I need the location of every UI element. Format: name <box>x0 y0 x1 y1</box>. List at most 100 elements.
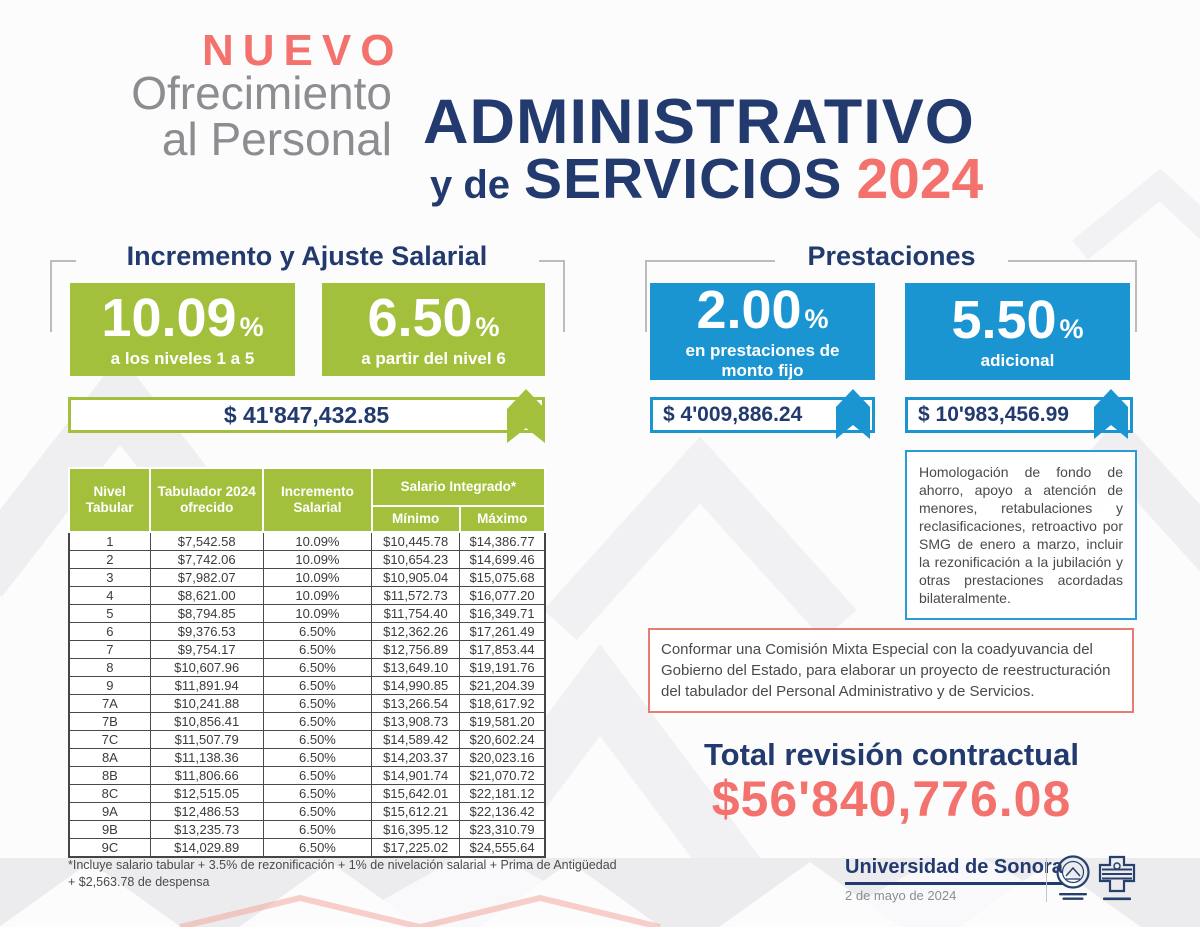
table-cell: 9A <box>68 802 151 821</box>
table-cell: 6.50% <box>262 748 373 767</box>
col-header-maximo: Máximo <box>458 505 547 533</box>
table-row: 1 $7,542.58 10.09% $10,445.78 $14,386.77 <box>68 531 546 551</box>
table-cell: $14,901.74 <box>371 766 461 785</box>
percent-sign: % <box>239 311 264 342</box>
table-cell: 6.50% <box>262 838 373 858</box>
title-connector: y de <box>430 163 511 207</box>
salary-stat-box-1: 10.09 % a los niveles 1 a 5 <box>70 283 295 376</box>
table-row: 7 $9,754.17 6.50% $12,756.89 $17,853.44 <box>68 640 546 659</box>
header-subtitle-line1: Ofrecimiento <box>131 67 392 119</box>
col-header-integrado: Salario Integrado* <box>370 467 547 507</box>
bracket-decoration <box>539 260 565 332</box>
salary-value-1: 10.09 <box>101 287 237 348</box>
table-cell: $13,908.73 <box>371 712 461 731</box>
table-cell: 6.50% <box>262 766 373 785</box>
title-servicios: SERVICIOS <box>524 147 843 211</box>
prestaciones-caption-2: adicional <box>980 350 1055 370</box>
table-cell: $16,077.20 <box>459 586 546 605</box>
unison-shield-logo <box>1098 855 1136 901</box>
table-cell: $19,581.20 <box>459 712 546 731</box>
table-row: 7A $10,241.88 6.50% $13,266.54 $18,617.92 <box>68 694 546 713</box>
table-cell: 7B <box>68 712 151 731</box>
footer: Universidad de Sonora 2 de mayo de 2024 <box>845 856 1063 903</box>
footer-divider <box>1046 858 1047 902</box>
table-cell: $7,542.58 <box>149 531 264 551</box>
table-cell: $15,612.21 <box>371 802 461 821</box>
up-arrow-icon <box>507 389 545 443</box>
table-cell: 8B <box>68 766 151 785</box>
table-cell: $15,075.68 <box>459 568 546 587</box>
total-label: Total revisión contractual <box>704 737 1079 772</box>
table-cell: 6.50% <box>262 712 373 731</box>
salary-amount: $ 41'847,432.85 <box>223 401 390 428</box>
table-cell: $14,699.46 <box>459 550 546 569</box>
table-cell: 8 <box>68 658 151 677</box>
table-row: 8 $10,607.96 6.50% $13,649.10 $19,191.76 <box>68 658 546 677</box>
table-cell: $19,191.76 <box>459 658 546 677</box>
unison-seal-logo <box>1056 855 1090 900</box>
table-cell: $15,642.01 <box>371 784 461 803</box>
table-cell: $17,225.02 <box>371 838 461 858</box>
col-header-nivel: Nivel Tabular <box>67 467 152 533</box>
table-cell: $14,203.37 <box>371 748 461 767</box>
table-cell: $12,756.89 <box>371 640 461 659</box>
table-row: 6 $9,376.53 6.50% $12,362.26 $17,261.49 <box>68 622 546 641</box>
table-cell: 6.50% <box>262 784 373 803</box>
prestaciones-stat-box-1: 2.00 % en prestaciones de monto fijo <box>650 283 875 380</box>
up-arrow-icon <box>1094 389 1128 439</box>
table-cell: 7A <box>68 694 151 713</box>
prestaciones-amount-1: $ 4'009,886.24 <box>663 403 803 426</box>
table-cell: $13,235.73 <box>149 820 264 839</box>
tabulador-table-body: 1 $7,542.58 10.09% $10,445.78 $14,386.77 2 $7,… <box>68 531 546 858</box>
table-row: 9B $13,235.73 6.50% $16,395.12 $23,310.79 <box>68 820 546 839</box>
table-cell: $22,136.42 <box>459 802 546 821</box>
table-cell: 6.50% <box>262 676 373 695</box>
table-cell: 8A <box>68 748 151 767</box>
col-header-tabulador: Tabulador 2024 ofrecido <box>149 467 265 533</box>
table-row: 3 $7,982.07 10.09% $10,905.04 $15,075.68 <box>68 568 546 587</box>
table-cell: $10,654.23 <box>371 550 461 569</box>
prestaciones-amount-bar-1: $ 4'009,886.24 <box>650 389 875 439</box>
table-row: 8A $11,138.36 6.50% $14,203.37 $20,023.16 <box>68 748 546 767</box>
table-header: Nivel Tabular Tabulador 2024 ofrecido In… <box>67 467 547 533</box>
table-cell: $14,990.85 <box>371 676 461 695</box>
table-cell: $14,386.77 <box>459 531 546 551</box>
table-cell: $13,266.54 <box>371 694 461 713</box>
up-arrow-icon <box>836 389 870 439</box>
table-cell: 7 <box>68 640 151 659</box>
prestaciones-caption-1: en prestaciones de monto fijo <box>685 340 840 380</box>
table-cell: $16,349.71 <box>459 604 546 623</box>
table-cell: $23,310.79 <box>459 820 546 839</box>
table-cell: $7,982.07 <box>149 568 264 587</box>
table-cell: $12,515.05 <box>149 784 264 803</box>
table-cell: $10,607.96 <box>149 658 264 677</box>
table-cell: 6.50% <box>262 622 373 641</box>
header-subtitle-line2: al Personal <box>161 113 392 165</box>
page-title-line2: y de SERVICIOS 2024 <box>430 146 983 212</box>
table-footnote: *Incluye salario tabular + 3.5% de rezon… <box>68 858 617 889</box>
table-cell: $10,856.41 <box>149 712 264 731</box>
prestaciones-amount-bar-2: $ 10'983,456.99 <box>905 389 1133 439</box>
salary-stat-box-2: 6.50 % a partir del nivel 6 <box>322 283 545 376</box>
table-cell: 6.50% <box>262 802 373 821</box>
salary-caption-2: a partir del nivel 6 <box>361 348 506 368</box>
table-cell: 2 <box>68 550 151 569</box>
header-subtitle: Ofrecimiento al Personal <box>30 70 392 162</box>
tabulador-table-container: Nivel Tabular Tabulador 2024 ofrecido In… <box>67 467 547 858</box>
footer-org-name: Universidad de Sonora <box>845 856 1063 885</box>
table-cell: $10,445.78 <box>371 531 461 551</box>
table-cell: $20,602.24 <box>459 730 546 749</box>
table-cell: 9B <box>68 820 151 839</box>
table-cell: $11,806.66 <box>149 766 264 785</box>
bracket-decoration <box>50 260 76 332</box>
table-cell: 9C <box>68 838 151 858</box>
table-cell: 8C <box>68 784 151 803</box>
table-cell: $13,649.10 <box>371 658 461 677</box>
table-cell: 9 <box>68 676 151 695</box>
table-cell: $17,853.44 <box>459 640 546 659</box>
table-cell: $21,070.72 <box>459 766 546 785</box>
table-cell: 10.09% <box>262 550 373 569</box>
prestaciones-stat-box-2: 5.50 % adicional <box>905 283 1130 380</box>
table-cell: $11,572.73 <box>371 586 461 605</box>
